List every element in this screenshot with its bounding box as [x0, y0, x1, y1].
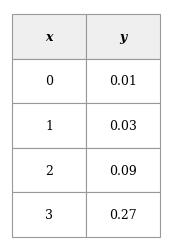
- Text: 0.01: 0.01: [109, 75, 137, 88]
- Bar: [86, 104, 160, 148]
- Bar: [12, 148, 86, 193]
- Bar: [86, 193, 160, 237]
- Text: 2: 2: [45, 164, 53, 177]
- Text: x: x: [45, 31, 53, 44]
- Text: y: y: [119, 31, 127, 44]
- Bar: [12, 15, 86, 59]
- Text: 0: 0: [45, 75, 53, 88]
- Bar: [86, 148, 160, 193]
- Bar: [12, 104, 86, 148]
- Bar: [12, 193, 86, 237]
- Bar: [12, 59, 86, 104]
- Text: 3: 3: [45, 208, 53, 221]
- Bar: [86, 59, 160, 104]
- Text: 1: 1: [45, 119, 53, 133]
- Text: 0.27: 0.27: [109, 208, 137, 221]
- Text: 0.09: 0.09: [109, 164, 137, 177]
- Bar: [86, 15, 160, 59]
- Text: 0.03: 0.03: [109, 119, 137, 133]
